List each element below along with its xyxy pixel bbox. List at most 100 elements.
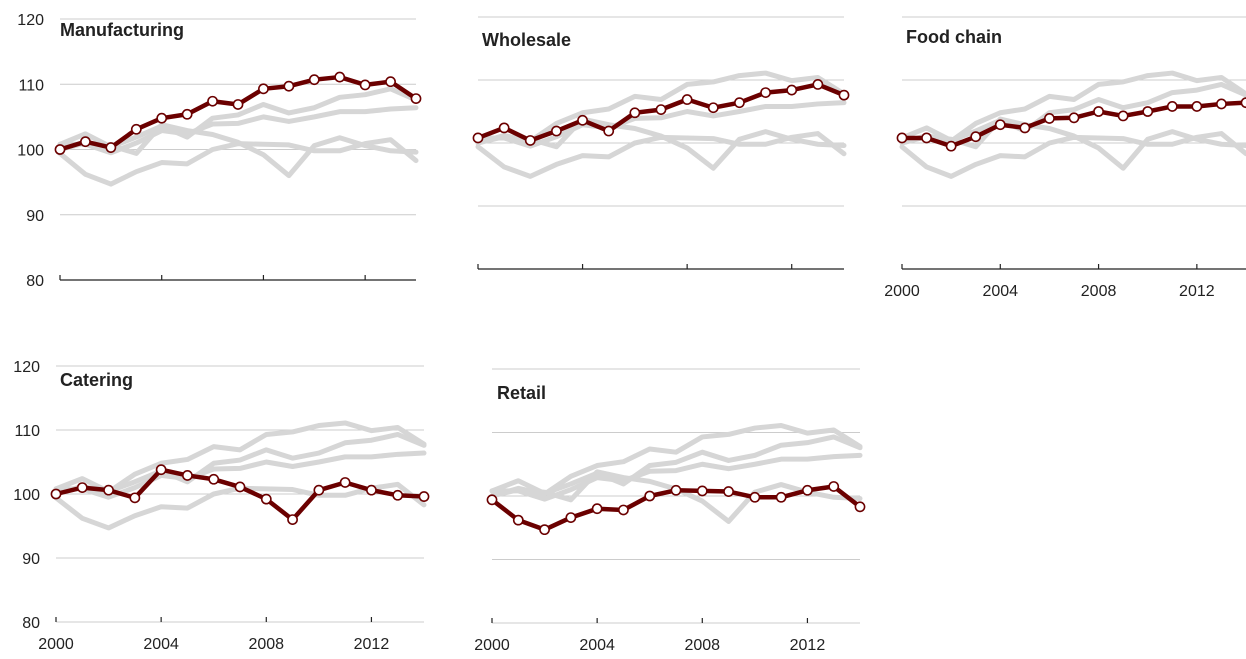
data-point	[308, 74, 320, 86]
panel-title: Food chain	[906, 27, 1002, 47]
x-tick-label: 2008	[1081, 283, 1117, 300]
data-point	[366, 484, 377, 496]
x-tick-label: 2008	[248, 636, 284, 653]
context-line-retail	[475, 131, 847, 179]
context-line-wholesale	[53, 431, 427, 494]
data-point	[208, 473, 220, 485]
data-point	[103, 484, 114, 496]
data-point	[130, 123, 142, 135]
data-point	[618, 504, 629, 516]
data-point	[80, 136, 91, 148]
data-point	[577, 114, 588, 126]
data-point	[786, 84, 798, 96]
data-point	[234, 481, 246, 493]
data-point	[1191, 101, 1203, 112]
data-point	[129, 492, 141, 504]
x-tick-label: 2012	[354, 636, 390, 653]
context-line-retail	[899, 131, 1246, 179]
panel-manufacturing: 80 90 100 110 120 Manufacturing	[17, 12, 422, 290]
data-point	[1117, 110, 1129, 122]
y-tick-label: 110	[18, 77, 44, 94]
data-point	[50, 488, 62, 500]
data-point	[1240, 97, 1246, 109]
data-point	[696, 485, 708, 497]
x-tick-label: 2000	[884, 283, 920, 300]
data-point	[775, 491, 787, 503]
data-point	[1044, 113, 1055, 124]
panel-title: Manufacturing	[60, 20, 184, 40]
y-tick-label: 120	[13, 359, 40, 376]
data-point	[334, 71, 346, 83]
x-tick-label: 2012	[790, 637, 826, 654]
data-point	[410, 93, 422, 105]
x-tick-label: 2000	[474, 637, 510, 654]
context-line-retail	[57, 137, 419, 187]
data-point	[418, 491, 430, 502]
data-point	[945, 140, 957, 152]
data-point	[812, 79, 824, 90]
data-point	[749, 491, 761, 503]
y-tick-label: 120	[17, 12, 44, 29]
data-point	[1216, 98, 1227, 110]
data-point	[1142, 106, 1154, 117]
x-tick-label: 2004	[143, 636, 179, 653]
data-point	[854, 501, 866, 513]
y-tick-label: 80	[26, 273, 44, 290]
x-tick-label: 2000	[38, 636, 74, 653]
data-point	[283, 80, 295, 92]
data-point	[681, 94, 693, 105]
data-point	[155, 464, 167, 476]
context-line-wholesale	[899, 81, 1246, 143]
y-tick-label: 100	[13, 487, 40, 504]
data-point	[655, 104, 667, 116]
x-tick-label: 2004	[982, 283, 1018, 300]
data-point	[970, 131, 982, 143]
data-point	[181, 108, 193, 120]
y-tick-label: 110	[14, 423, 40, 440]
x-tick-label: 2004	[579, 637, 615, 654]
data-point	[723, 486, 734, 497]
data-point	[105, 142, 117, 153]
data-point	[603, 125, 615, 137]
x-tick-label: 2008	[684, 637, 720, 654]
data-point	[385, 76, 396, 88]
data-point	[760, 87, 771, 98]
context-line-wholesale	[489, 434, 863, 496]
panel-title: Wholesale	[482, 30, 571, 50]
data-point	[1068, 112, 1080, 124]
data-point	[287, 514, 298, 525]
y-tick-label: 90	[22, 551, 40, 568]
data-point	[629, 107, 641, 119]
data-point	[1166, 101, 1178, 112]
context-line-wholesale	[57, 86, 419, 150]
data-point	[734, 97, 745, 109]
data-point	[828, 481, 840, 492]
y-tick-label: 80	[22, 615, 40, 632]
panel-title: Catering	[60, 370, 133, 390]
data-point	[258, 83, 269, 95]
data-point	[54, 144, 66, 155]
data-point	[232, 99, 244, 110]
data-point	[802, 484, 813, 496]
panel-retail: 2000 2004 2008 2012 Retail	[474, 368, 866, 654]
y-tick-label: 90	[26, 208, 44, 225]
data-point	[359, 79, 371, 91]
data-point	[392, 489, 404, 501]
data-point	[339, 477, 351, 488]
data-point	[707, 102, 719, 114]
data-point	[896, 132, 908, 144]
data-point	[313, 484, 325, 496]
data-point	[644, 490, 656, 502]
data-point	[551, 125, 562, 137]
data-point	[156, 112, 168, 124]
data-point	[182, 470, 193, 481]
data-point	[207, 95, 218, 107]
x-tick-label: 2012	[1179, 283, 1215, 300]
data-point	[486, 494, 498, 506]
panel-food-chain: 2000 2004 2008 2012 Food chain	[884, 16, 1246, 300]
y-tick-label: 100	[17, 143, 44, 160]
data-point	[76, 482, 88, 493]
data-point	[498, 122, 510, 134]
data-point	[565, 512, 577, 523]
